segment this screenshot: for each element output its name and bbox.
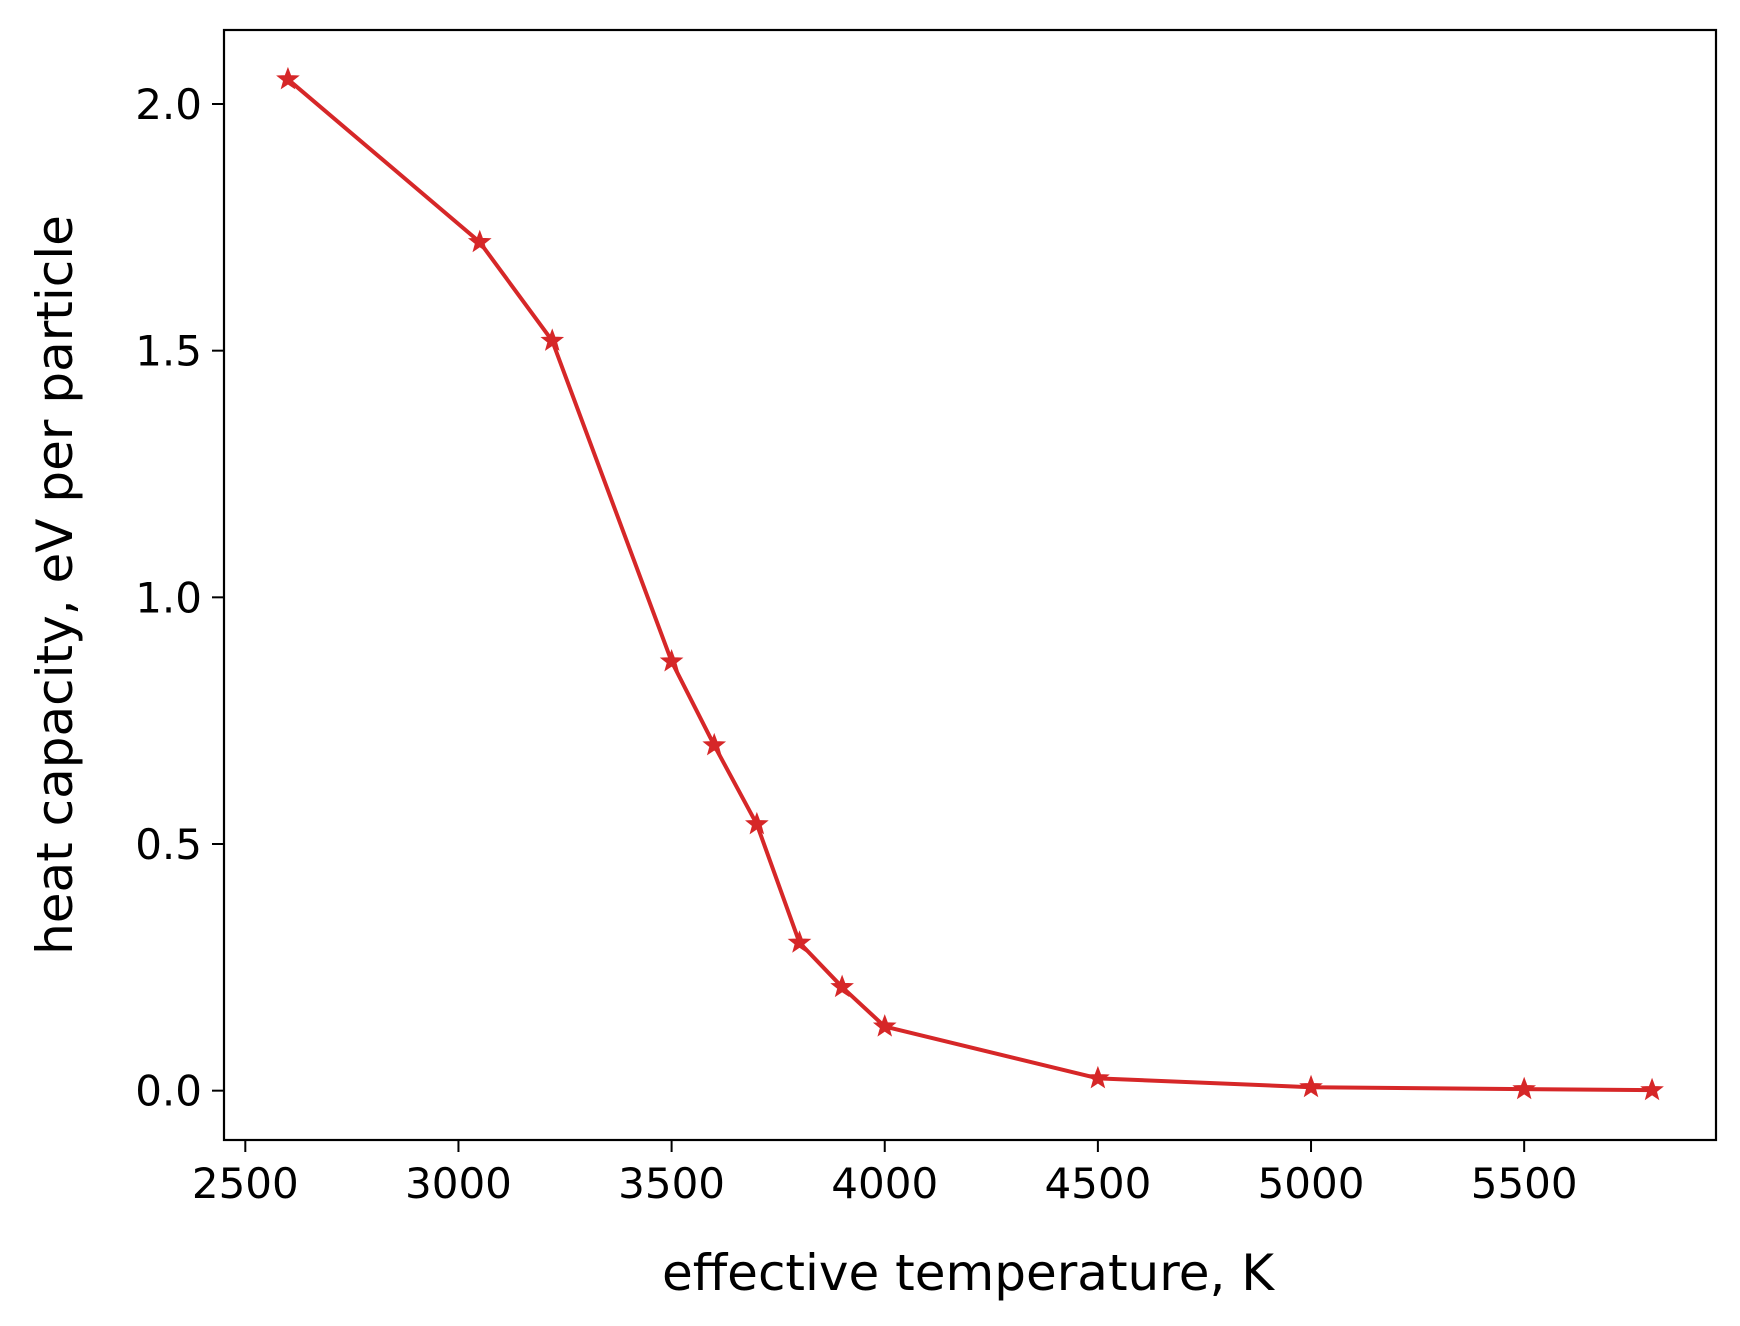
x-tick-label: 3500 (618, 1159, 725, 1208)
x-tick-label: 2500 (192, 1159, 299, 1208)
y-tick-label: 1.5 (135, 327, 202, 376)
data-point-star-marker (540, 328, 565, 351)
data-point-star-marker (787, 930, 812, 953)
y-axis-label: heat capacity, eV per particle (26, 215, 84, 955)
x-axis-label: effective temperature, K (662, 1244, 1275, 1302)
series-line (286, 77, 1653, 1093)
y-tick-label: 0.5 (135, 820, 202, 869)
x-axis: 2500 3000 3500 4000 4500 5000 5500 (192, 1140, 1578, 1208)
x-tick-label: 5500 (1471, 1159, 1578, 1208)
data-point-star-marker (1640, 1077, 1664, 1101)
axes-frame (222, 28, 1718, 1142)
data-point-star-marker (467, 229, 492, 253)
data-point-star-marker (702, 732, 727, 756)
data-point-star-marker (276, 66, 300, 90)
y-tick-label: 0.0 (135, 1067, 202, 1116)
data-point-star-marker (1086, 1065, 1110, 1089)
x-tick-label: 5000 (1258, 1159, 1365, 1208)
data-point-star-marker (659, 649, 684, 672)
y-tick-label: 2.0 (135, 80, 202, 129)
data-point-star-marker (872, 1014, 897, 1037)
data-point-star-marker (1512, 1076, 1536, 1100)
plot-area (222, 28, 1718, 1142)
y-tick-label: 1.0 (135, 573, 202, 622)
data-point-star-marker (1299, 1074, 1323, 1098)
x-tick-label: 3000 (405, 1159, 512, 1208)
x-tick-label: 4000 (831, 1159, 938, 1208)
data-point-star-marker (830, 974, 854, 998)
x-tick-label: 4500 (1044, 1159, 1151, 1208)
data-point-star-marker (745, 811, 769, 835)
y-axis: 0.0 0.5 1.0 1.5 2.0 (135, 80, 224, 1116)
